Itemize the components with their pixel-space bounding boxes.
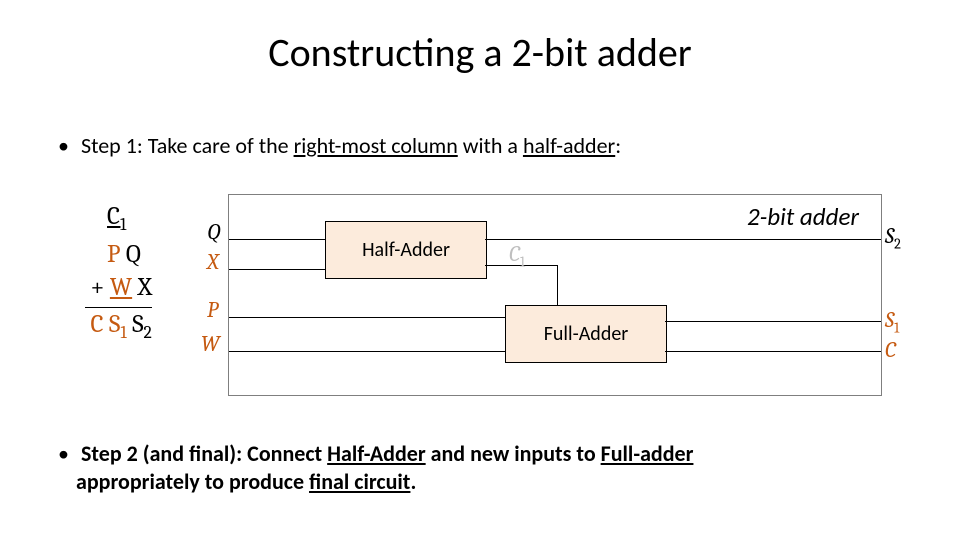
addition-row-result: C S1 S2	[85, 308, 152, 346]
label-c1: C1	[509, 241, 525, 270]
label-s2: S2	[885, 223, 901, 252]
bullet2-mid: and new inputs to	[426, 440, 601, 467]
label-x: X	[207, 249, 219, 275]
half-adder-box: Half-Adder	[325, 221, 487, 279]
addition-s1-sub: 1	[120, 323, 126, 343]
wire-q	[229, 239, 325, 240]
wire-s1-out	[665, 321, 881, 322]
addition-q: Q	[126, 240, 141, 269]
addition-w: W	[110, 273, 132, 302]
label-s1: S1	[885, 307, 899, 336]
bullet2-underline-2: Full-adder	[601, 440, 694, 467]
bullet-dot-icon: •	[58, 132, 76, 160]
carry-sub: 1	[120, 215, 126, 235]
addition-s1: S	[109, 310, 120, 339]
bullet1-mid: with a	[458, 132, 523, 159]
bullet2-underline-3: final circuit	[309, 468, 410, 495]
wire-w	[229, 351, 505, 352]
bullet-dot-icon: •	[58, 440, 76, 468]
label-p: P	[207, 297, 218, 323]
slide-root: Constructing a 2-bit adder • Step 1: Tak…	[0, 0, 960, 540]
wire-c-out	[665, 351, 881, 352]
label-w: W	[201, 331, 220, 357]
diagram-title: 2-bit adder	[747, 201, 859, 232]
bullet-step-2: • Step 2 (and final): Connect Half-Adder…	[58, 440, 888, 495]
wire-s2-out	[485, 239, 881, 240]
bullet1-underline-1: right-most column	[294, 132, 458, 159]
slide-title: Constructing a 2-bit adder	[0, 28, 960, 77]
bullet1-suffix: :	[615, 132, 621, 159]
column-addition: C1 P Q + W X C S1 S2	[85, 200, 152, 346]
bullet2-line2: appropriately to produce	[76, 468, 309, 495]
addition-row-pq: P Q	[85, 238, 152, 272]
bullet2-suffix: .	[410, 468, 416, 495]
wire-x	[229, 269, 325, 270]
addition-s2: S	[132, 310, 143, 339]
bullet-step-1: • Step 1: Take care of the right-most co…	[58, 132, 621, 160]
addition-x: X	[138, 273, 152, 302]
two-bit-adder-diagram: 2-bit adder Q X P W Half-Adder S2 C1 Ful…	[228, 194, 882, 396]
wire-p	[229, 317, 505, 318]
bullet2-prefix: Step 2 (and final): Connect	[81, 440, 327, 467]
addition-p: P	[107, 240, 120, 269]
addition-carry-row: C1	[85, 200, 152, 238]
label-q: Q	[207, 219, 221, 245]
full-adder-box: Full-Adder	[505, 305, 667, 363]
addition-c: C	[91, 310, 104, 339]
addition-plus: +	[91, 273, 105, 302]
bullet2-underline-1: Half-Adder	[327, 440, 426, 467]
carry-c: C	[107, 202, 120, 231]
addition-row-wx: + W X	[85, 271, 152, 308]
addition-s2-sub: 2	[144, 323, 152, 343]
bullet1-prefix: Step 1: Take care of the	[81, 132, 294, 159]
label-c: C	[885, 337, 896, 363]
wire-c1-v	[557, 265, 558, 305]
bullet1-underline-2: half-adder	[523, 132, 615, 159]
